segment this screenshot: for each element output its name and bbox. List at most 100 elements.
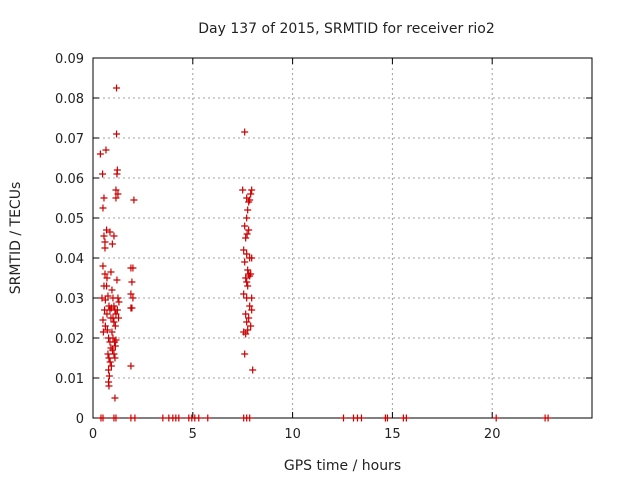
data-point <box>175 414 183 422</box>
data-point <box>103 274 111 282</box>
data-points <box>96 84 552 422</box>
data-point <box>245 226 253 234</box>
data-point <box>127 304 135 312</box>
data-point <box>241 350 249 358</box>
y-tick-label: 0.01 <box>55 372 84 387</box>
data-point <box>195 414 203 422</box>
data-point <box>115 298 123 306</box>
data-point <box>101 322 109 330</box>
data-point <box>383 414 391 422</box>
data-point <box>103 282 111 290</box>
data-point <box>103 310 111 318</box>
data-point <box>113 306 121 314</box>
data-point <box>105 366 113 374</box>
data-point <box>107 362 115 370</box>
data-point <box>99 328 107 336</box>
data-point <box>246 302 254 310</box>
data-point <box>127 290 135 298</box>
data-point <box>243 318 251 326</box>
data-point <box>159 414 167 422</box>
y-tick-label: 0.05 <box>55 212 84 227</box>
data-point <box>242 330 250 338</box>
x-axis-label: GPS time / hours <box>284 458 401 474</box>
grid-lines <box>93 58 592 418</box>
axis-ticks: 0 0.01 0.02 0.03 0.04 0.05 0.06 0.07 0.08 0.09 0 5 1… <box>55 52 592 442</box>
data-point <box>107 304 115 312</box>
y-tick-label: 0.07 <box>55 132 84 147</box>
data-point <box>492 414 500 422</box>
data-point <box>100 194 108 202</box>
data-point <box>115 314 123 322</box>
data-point <box>113 84 121 92</box>
data-point <box>103 326 111 334</box>
data-point <box>113 170 121 178</box>
data-point <box>402 414 410 422</box>
data-point <box>245 314 253 322</box>
data-point <box>242 274 250 282</box>
y-tick-label: 0 <box>76 412 84 427</box>
data-point <box>240 290 248 298</box>
data-point <box>246 196 254 204</box>
x-tick-label: 5 <box>189 427 197 442</box>
data-point <box>243 230 251 238</box>
data-point <box>99 170 107 178</box>
data-point <box>108 328 116 336</box>
data-point <box>243 250 251 258</box>
data-point <box>101 238 109 246</box>
data-point <box>105 382 113 390</box>
data-point <box>113 276 121 284</box>
data-point <box>112 310 120 318</box>
data-point <box>99 316 107 324</box>
data-point <box>248 254 256 262</box>
data-point <box>100 232 108 240</box>
data-point <box>99 262 107 270</box>
data-point <box>339 414 347 422</box>
data-point <box>244 326 252 334</box>
data-point <box>110 350 118 358</box>
data-point <box>112 194 120 202</box>
data-point <box>128 278 136 286</box>
x-tick-label: 10 <box>284 427 301 442</box>
data-point <box>105 354 113 362</box>
data-point <box>130 196 138 204</box>
data-point <box>99 414 107 422</box>
data-point <box>111 394 119 402</box>
data-point <box>129 264 137 272</box>
data-point <box>114 294 122 302</box>
data-point <box>248 186 256 194</box>
data-point <box>111 322 119 330</box>
data-point <box>241 128 249 136</box>
data-point <box>247 322 255 330</box>
data-point <box>101 296 109 304</box>
data-point <box>248 294 256 302</box>
data-point <box>242 234 250 242</box>
x-tick-label: 20 <box>484 427 501 442</box>
data-point <box>106 228 114 236</box>
data-point <box>246 272 254 280</box>
data-point <box>112 186 120 194</box>
chart-title: Day 137 of 2015, SRMTID for receiver rio… <box>198 21 495 37</box>
data-point <box>112 414 120 422</box>
data-point <box>111 354 119 362</box>
data-point <box>112 336 120 344</box>
data-point <box>243 214 251 222</box>
x-tick-label: 0 <box>89 427 97 442</box>
plot-frame <box>92 57 593 419</box>
data-point <box>242 310 250 318</box>
data-point <box>246 414 254 422</box>
data-point <box>244 266 252 274</box>
data-point <box>244 282 252 290</box>
data-point <box>247 190 255 198</box>
data-point <box>127 362 135 370</box>
data-point <box>249 366 257 374</box>
y-tick-label: 0.02 <box>55 332 84 347</box>
data-point <box>108 240 116 248</box>
y-tick-label: 0.04 <box>55 252 84 267</box>
data-point <box>114 190 122 198</box>
y-tick-label: 0.09 <box>55 52 84 67</box>
data-point <box>240 246 248 254</box>
y-axis-label: SRMTID / TECUs <box>8 182 24 295</box>
data-point <box>96 150 104 158</box>
data-point <box>104 292 112 300</box>
